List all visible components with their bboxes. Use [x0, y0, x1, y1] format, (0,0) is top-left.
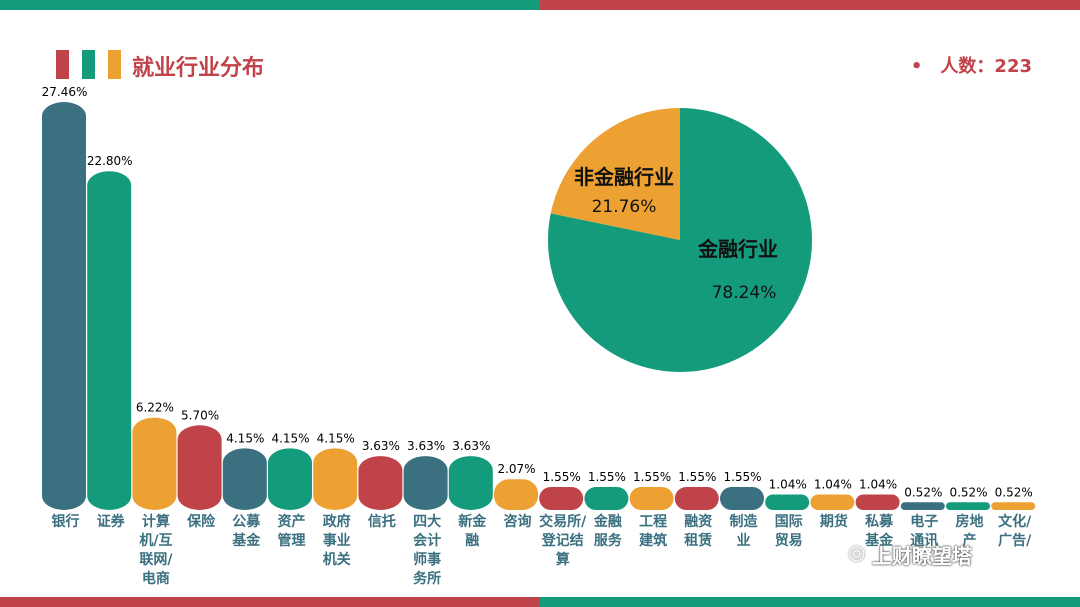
bar-category-label-13: 工程建筑 — [639, 514, 667, 549]
bottom-stripe-right — [540, 597, 1080, 607]
bar-12 — [584, 486, 629, 510]
bar-value-label-1: 22.80% — [87, 154, 133, 168]
bar-value-label-7: 3.63% — [362, 439, 400, 453]
bar-15 — [720, 486, 764, 510]
pie-slice-value-1: 21.76% — [592, 197, 657, 217]
bar-value-label-14: 1.55% — [678, 470, 716, 484]
bar-value-label-13: 1.55% — [633, 470, 671, 484]
bar-4 — [222, 448, 267, 510]
bar-0 — [42, 102, 86, 510]
bar-category-label-12: 金融服务 — [593, 513, 623, 549]
bar-19 — [900, 502, 945, 510]
bar-value-label-10: 2.07% — [497, 462, 535, 476]
bar-category-label-7: 信托 — [368, 513, 396, 530]
bar-7 — [358, 456, 403, 510]
bar-value-label-17: 1.04% — [814, 478, 852, 492]
bar-18 — [855, 494, 900, 510]
title-block-red — [56, 50, 69, 79]
bar-category-label-3: 保险 — [186, 513, 216, 530]
wechat-icon: ◎ — [848, 540, 866, 564]
page-title: 就业行业分布 — [132, 56, 265, 81]
bar-category-label-20: 房地产 — [956, 513, 984, 549]
people-count-label: 人数：223 — [940, 56, 1032, 77]
bar-value-label-9: 3.63% — [452, 439, 490, 453]
bar-value-label-21: 0.52% — [995, 485, 1033, 499]
bar-category-label-5: 资产管理 — [278, 513, 306, 549]
bar-1 — [87, 171, 132, 510]
bar-category-label-16: 国际贸易 — [775, 514, 803, 549]
bar-value-label-5: 4.15% — [271, 431, 309, 445]
bar-value-label-15: 1.55% — [723, 470, 761, 484]
bar-category-label-18: 私募基金 — [865, 513, 894, 549]
top-stripe-left — [0, 0, 540, 10]
bar-16 — [765, 494, 810, 510]
bar-20 — [946, 502, 990, 510]
bar-value-label-16: 1.04% — [769, 478, 807, 492]
bar-11 — [539, 486, 584, 510]
bar-category-label-11: 交易所/登记结算 — [539, 513, 587, 568]
bar-category-label-17: 期货 — [820, 513, 848, 530]
bottom-accent-stripe — [0, 597, 1080, 607]
bottom-stripe-left — [0, 597, 540, 607]
bar-value-label-2: 6.22% — [136, 401, 174, 415]
bar-value-label-4: 4.15% — [226, 431, 264, 445]
bar-value-label-3: 5.70% — [181, 408, 219, 422]
bar-value-label-20: 0.52% — [949, 485, 987, 499]
bar-category-label-0: 银行 — [52, 513, 80, 530]
bar-category-label-6: 政府事业机关 — [323, 513, 351, 568]
top-accent-stripe — [0, 0, 1080, 10]
pie-chart: 金融行业 78.24% 非金融行业 21.76% — [548, 108, 812, 372]
bar-5 — [268, 448, 312, 510]
watermark-text: 上财瞭望塔 — [872, 544, 972, 568]
bar-category-label-14: 融资租赁 — [684, 513, 712, 549]
bar-value-label-12: 1.55% — [588, 470, 626, 484]
bar-2 — [132, 417, 177, 510]
bar-8 — [403, 456, 448, 510]
title-block-orange — [108, 50, 121, 79]
bar-value-label-19: 0.52% — [904, 485, 942, 499]
pie-slice-1 — [550, 108, 680, 240]
top-stripe-right — [540, 0, 1080, 10]
bar-category-label-8: 四大会计师事务所 — [413, 513, 441, 587]
people-count: • 人数：223 — [911, 52, 1032, 78]
bar-14 — [674, 486, 719, 510]
pie-slice-name-0: 金融行业 — [697, 237, 778, 261]
bar-category-label-4: 公募基金 — [232, 513, 261, 549]
bar-value-label-8: 3.63% — [407, 439, 445, 453]
bar-value-label-18: 1.04% — [859, 478, 897, 492]
bar-category-label-9: 新金融 — [458, 513, 487, 549]
pie-slice-value-0: 78.24% — [712, 283, 777, 303]
bar-3 — [177, 425, 222, 510]
bar-13 — [629, 486, 674, 510]
bullet-dot: • — [910, 56, 923, 77]
bar-value-label-11: 1.55% — [543, 470, 581, 484]
bar-category-label-19: 电子通讯 — [910, 513, 938, 549]
bar-value-label-6: 4.15% — [317, 431, 355, 445]
bar-17 — [810, 494, 855, 510]
bar-6 — [313, 448, 358, 510]
bar-21 — [991, 502, 1036, 510]
bar-category-label-21: 文化/广告/ — [998, 513, 1032, 549]
pie-slice-name-1: 非金融行业 — [574, 165, 674, 189]
bar-value-label-0: 27.46% — [42, 85, 88, 99]
bar-9 — [448, 456, 493, 510]
bar-10 — [494, 479, 538, 510]
bar-category-label-10: 咨询 — [504, 513, 532, 530]
bar-category-label-2: 计算机/互联网/电商 — [139, 513, 173, 587]
bar-category-label-15: 制造业 — [730, 513, 758, 549]
bar-category-label-1: 证券 — [97, 513, 126, 530]
title-block-teal — [82, 50, 95, 79]
bar-series: 27.46% 银行 22.80% 证券 6.22% 计算机/互联网/电商 5.70% 保险 4.… — [42, 85, 1036, 587]
